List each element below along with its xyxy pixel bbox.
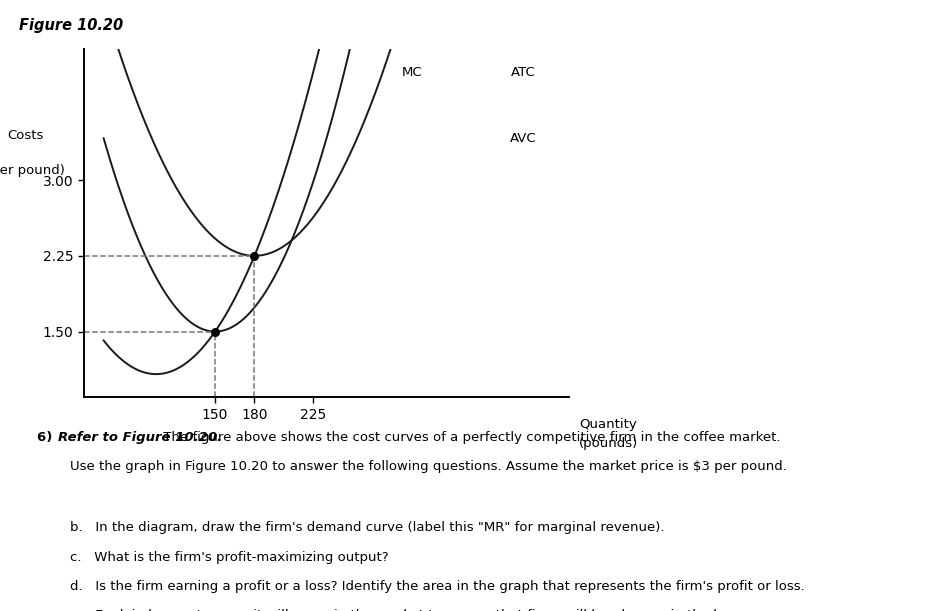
Text: a.   What is the lowest price at which the coffee grower will supply output in t: a. What is the lowest price at which the…: [87, 475, 694, 489]
Text: b.   In the diagram, draw the firm's demand curve (label this "MR" for marginal : b. In the diagram, draw the firm's deman…: [70, 521, 664, 534]
Text: (per pound): (per pound): [0, 164, 65, 177]
Text: The figure above shows the cost curves of a perfectly competitive firm in the co: The figure above shows the cost curves o…: [159, 431, 780, 444]
Text: d.   Is the firm earning a profit or a loss? Identify the area in the graph that: d. Is the firm earning a profit or a los…: [70, 580, 805, 593]
Text: (pounds): (pounds): [578, 437, 638, 450]
Text: c.   What is the firm's profit-maximizing output?: c. What is the firm's profit-maximizing …: [70, 551, 389, 563]
Text: Use the graph in Figure 10.20 to answer the following questions. Assume the mark: Use the graph in Figure 10.20 to answer …: [70, 460, 787, 473]
Text: Quantity: Quantity: [578, 418, 636, 431]
Text: ATC: ATC: [511, 66, 536, 79]
Text: Refer to Figure 10.20.: Refer to Figure 10.20.: [58, 431, 222, 444]
Text: 6): 6): [37, 431, 57, 444]
Text: AVC: AVC: [510, 132, 536, 145]
Text: Figure 10.20: Figure 10.20: [19, 18, 123, 34]
Text: MC: MC: [401, 66, 422, 79]
Text: Costs: Costs: [7, 130, 44, 142]
Text: e.   Explain how entry or exit will occur in the market to ensure that firms wil: e. Explain how entry or exit will occur …: [70, 609, 773, 611]
